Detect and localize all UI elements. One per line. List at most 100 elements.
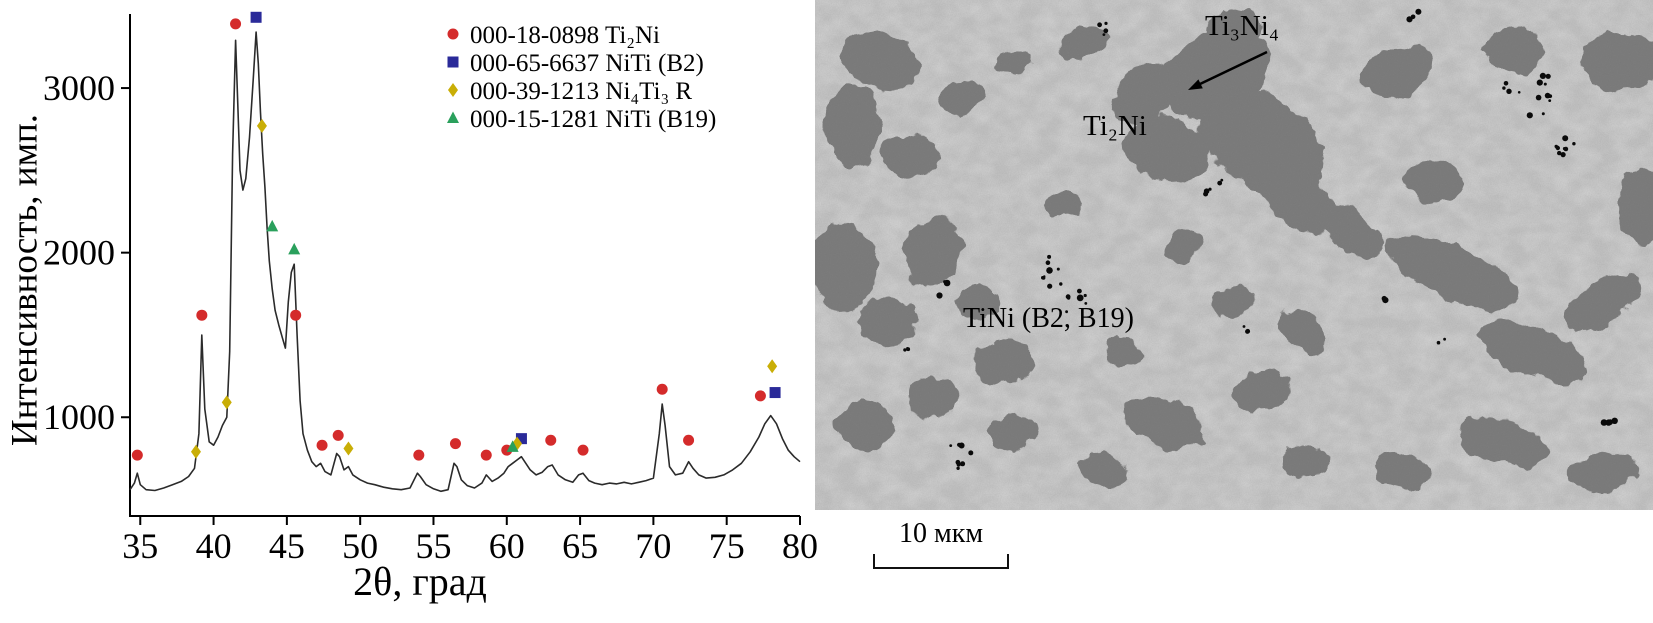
speck xyxy=(903,348,907,352)
speck xyxy=(1436,340,1441,345)
x-tick-label: 80 xyxy=(782,526,818,566)
speck xyxy=(1557,150,1562,156)
phase-marker-ti2ni xyxy=(480,449,492,461)
ti3ni4-annotation-arrow xyxy=(1188,50,1268,90)
speck xyxy=(1555,145,1560,151)
arrow-line xyxy=(1199,50,1268,86)
phase-marker-ti2ni xyxy=(656,383,668,395)
speck xyxy=(1545,73,1551,79)
speck xyxy=(1245,329,1250,334)
phase-marker-ti2ni xyxy=(290,309,302,321)
x-tick-label: 75 xyxy=(709,526,745,566)
speck xyxy=(1415,8,1422,15)
xrd-chart: 35 40 45 50 55 60 65 70 75 80 1000 2000 3000 000-18-0… xyxy=(43,11,818,566)
label-ti3ni4: Ti₃Ni₄ xyxy=(1205,10,1279,42)
speck xyxy=(1562,135,1569,142)
phase-marker-ti2ni xyxy=(196,309,208,321)
x-tick-label: 40 xyxy=(196,526,232,566)
speck xyxy=(1242,325,1246,328)
speck xyxy=(1539,72,1546,79)
x-tick-label: 45 xyxy=(269,526,305,566)
legend-label-ti2ni: 000-18-0898 Ti₂Ni xyxy=(470,22,660,49)
phase-marker-ti2ni xyxy=(683,434,695,446)
phase-marker-ti2ni xyxy=(332,429,344,441)
sem-image-content xyxy=(815,0,1653,510)
speck xyxy=(1046,267,1053,274)
phase-marker-niti_b19 xyxy=(506,440,519,452)
speck xyxy=(949,444,953,447)
speck xyxy=(1066,296,1071,300)
x-tick-label: 70 xyxy=(635,526,671,566)
y-tick-label: 1000 xyxy=(43,397,115,437)
speck xyxy=(943,280,947,284)
speck xyxy=(1563,146,1569,152)
speck xyxy=(936,292,943,299)
legend-marker-niti_b2 xyxy=(447,56,459,68)
xrd-plot-content: 35 40 45 50 55 60 65 70 75 80 1000 2000 3000 000-18-0… xyxy=(43,11,818,566)
y-tick-label: 2000 xyxy=(43,233,115,273)
speck xyxy=(1503,81,1509,86)
speck xyxy=(1406,16,1413,23)
x-tick-label: 55 xyxy=(415,526,451,566)
phase-marker-niti_b2 xyxy=(250,11,262,23)
xrd-trace xyxy=(129,31,801,493)
speck xyxy=(1047,283,1053,289)
phase-marker-niti_b2 xyxy=(769,387,781,399)
speck xyxy=(1605,419,1612,426)
speck xyxy=(1047,254,1052,259)
speck xyxy=(1076,294,1084,302)
x-tick-label: 60 xyxy=(489,526,525,566)
label-tini-b2-b19: TiNi (B2, B19) xyxy=(963,303,1134,334)
legend-marker-niti_b19 xyxy=(447,111,459,123)
axes xyxy=(129,14,800,517)
speck xyxy=(1517,91,1521,94)
phase-marker-ti2ni xyxy=(316,439,328,451)
phase-marker-ti2ni xyxy=(545,434,557,446)
speck xyxy=(1600,419,1608,426)
x-tick-label: 50 xyxy=(342,526,378,566)
legend-label-niti_b19: 000-15-1281 NiTi (B19) xyxy=(470,106,716,133)
legend-marker-ti2ni xyxy=(447,28,459,40)
phase-marker-ti2ni xyxy=(230,18,242,30)
speck xyxy=(1217,180,1223,186)
speck xyxy=(1506,88,1512,95)
speck xyxy=(1203,188,1210,194)
phase-marker-ni4ti3_r xyxy=(343,441,354,456)
speck xyxy=(906,347,911,352)
speck xyxy=(956,466,960,470)
sem-micrograph xyxy=(815,0,1653,510)
speck xyxy=(1097,22,1102,28)
phase-marker-ti2ni xyxy=(413,449,425,461)
scale-bar-label: 10 мкм xyxy=(899,518,984,549)
speck xyxy=(1502,86,1506,90)
speck xyxy=(1560,152,1566,158)
speck xyxy=(1535,94,1542,101)
phase-marker-niti_b19 xyxy=(288,242,301,255)
phase-marker-ti2ni xyxy=(449,438,461,450)
speck xyxy=(1059,282,1063,286)
speck xyxy=(1536,79,1543,86)
speck xyxy=(1572,142,1576,146)
speck xyxy=(1541,112,1545,116)
speck xyxy=(1102,33,1106,36)
xrd-panel: 35 40 45 50 55 60 65 70 75 80 1000 2000 3000 000-18-0… xyxy=(0,0,818,623)
x-axis-title: 2θ, град xyxy=(353,559,487,604)
phase-marker-ni4ti3_r xyxy=(256,118,267,133)
black-speck-clusters xyxy=(903,8,1618,470)
speck xyxy=(1045,260,1051,266)
speck xyxy=(960,461,966,467)
arrow-head xyxy=(1188,79,1203,90)
x-tick-label: 65 xyxy=(562,526,598,566)
speck xyxy=(1526,112,1533,119)
legend-marker-ni4ti3_r xyxy=(448,83,458,97)
phase-marker-ni4ti3_r xyxy=(190,444,201,459)
scale-bar: 10 мкм xyxy=(873,518,1013,569)
speck xyxy=(1065,310,1068,314)
speck xyxy=(1544,92,1551,99)
speck xyxy=(1041,276,1046,280)
phase-marker-niti_b2 xyxy=(515,433,527,445)
phase-marker-ni4ti3_r xyxy=(221,395,232,410)
speck xyxy=(1208,187,1212,191)
speck xyxy=(956,462,961,467)
